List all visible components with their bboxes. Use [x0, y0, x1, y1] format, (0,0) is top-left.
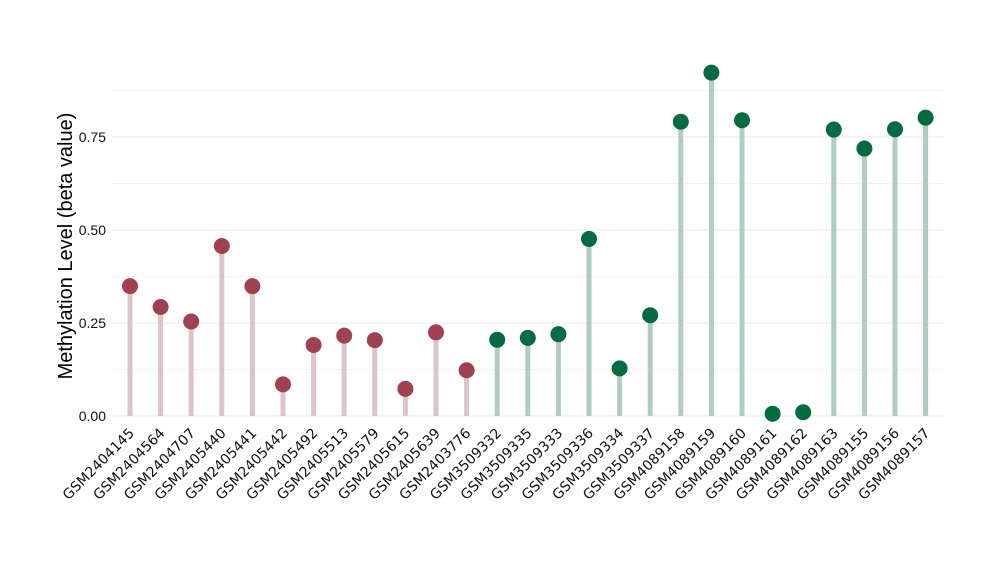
lollipop-point — [825, 121, 842, 138]
y-tick-label: 0.75 — [79, 129, 106, 145]
lollipop-point — [213, 237, 230, 254]
lollipop-point — [672, 113, 689, 130]
lollipop-point — [764, 405, 781, 422]
lollipop-point — [122, 278, 138, 295]
y-tick-label: 0.00 — [79, 408, 106, 424]
lollipop-point — [183, 313, 200, 330]
lollipop-point — [336, 327, 353, 344]
lollipop-point — [458, 362, 475, 379]
lollipop-point — [397, 380, 414, 397]
lollipop-point — [856, 140, 873, 157]
lollipop-point — [611, 360, 628, 377]
lollipop-point — [887, 121, 903, 138]
lollipop-point — [550, 326, 567, 343]
y-axis-tick-labels: 0.00 0.25 0.50 0.75 — [79, 129, 106, 424]
lollipop-point — [305, 336, 322, 353]
lollipop-points — [122, 64, 934, 422]
lollipop-point — [152, 299, 169, 316]
lollipop-stems — [127, 72, 929, 416]
lollipop-point — [734, 112, 750, 129]
lollipop-point — [642, 307, 659, 324]
lollipop-point — [703, 64, 720, 81]
lollipop-point — [917, 109, 934, 126]
lollipop-point — [581, 230, 597, 247]
y-tick-label: 0.25 — [79, 315, 106, 331]
lollipop-point — [519, 329, 536, 346]
lollipop-point — [275, 376, 291, 393]
lollipop-point — [795, 404, 812, 421]
y-axis-label: Methylation Level (beta value) — [55, 113, 77, 380]
lollipop-point — [428, 324, 444, 341]
lollipop-point — [366, 332, 383, 349]
lollipop-point — [244, 278, 261, 295]
lollipop-point — [489, 331, 506, 348]
y-tick-label: 0.50 — [79, 222, 106, 238]
x-axis-tick-labels: GSM2404145GSM2404564GSM2404707GSM2405440… — [60, 425, 934, 503]
